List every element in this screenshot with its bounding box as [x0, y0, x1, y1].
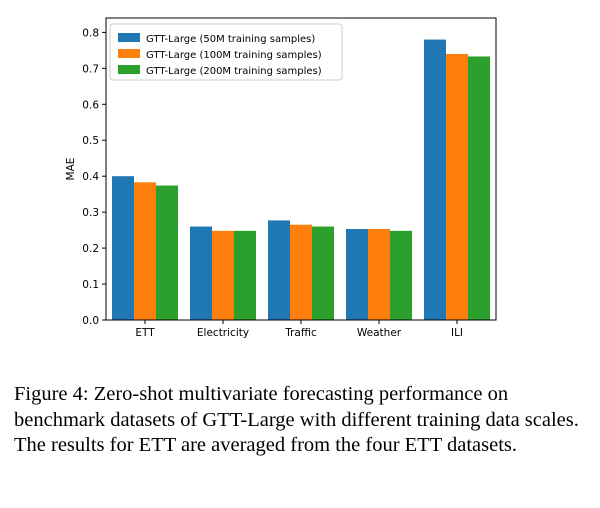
y-tick-label: 0.4 — [82, 171, 99, 183]
bar-weather-series-3 — [390, 230, 412, 320]
bar-traffic-series-3 — [312, 226, 334, 320]
bar-ett-series-1 — [112, 176, 134, 320]
y-tick-label: 0.3 — [82, 207, 99, 219]
bars-group — [112, 39, 490, 320]
bar-ili-series-2 — [446, 53, 468, 320]
y-tick-label: 0.8 — [82, 27, 99, 39]
bar-weather-series-1 — [346, 229, 368, 320]
bar-electricity-series-1 — [190, 226, 212, 320]
legend-swatch — [118, 65, 140, 74]
x-tick-label: Traffic — [284, 327, 317, 339]
y-tick-label: 0.0 — [82, 315, 99, 327]
bar-ett-series-3 — [156, 185, 178, 320]
legend-entry-label: GTT-Large (200M training samples) — [146, 66, 322, 77]
x-tick-label: Weather — [357, 327, 402, 339]
legend: GTT-Large (50M training samples) GTT-Larg… — [109, 23, 343, 81]
y-tick-label: 0.2 — [82, 243, 99, 255]
bar-ili-series-3 — [468, 56, 490, 320]
legend-entry-label: GTT-Large (50M training samples) — [146, 34, 315, 45]
bar-ett-series-2 — [134, 182, 156, 320]
legend-box — [109, 23, 343, 81]
figure-caption: Figure 4: Zero-shot multivariate forecas… — [14, 383, 579, 456]
bar-ili-series-1 — [424, 39, 446, 320]
axes-group: 0.0 0.1 0.2 0.3 0.4 0.5 0.6 0.7 0.8 ETT Electricit… — [65, 17, 497, 339]
x-tick-label: ETT — [135, 327, 155, 339]
y-tick-label: 0.1 — [82, 279, 99, 291]
bar-electricity-series-2 — [212, 230, 234, 320]
y-tick-label: 0.6 — [82, 99, 99, 111]
legend-entry-label: GTT-Large (100M training samples) — [146, 50, 322, 61]
legend-swatch — [118, 33, 140, 42]
y-axis-label: MAE — [65, 158, 77, 181]
bar-traffic-series-2 — [290, 224, 312, 320]
bar-traffic-series-1 — [268, 220, 290, 320]
y-tick-label: 0.7 — [82, 63, 99, 75]
y-tick-label: 0.5 — [82, 135, 99, 147]
bar-chart: 0.0 0.1 0.2 0.3 0.4 0.5 0.6 0.7 0.8 ETT Electricit… — [65, 17, 497, 339]
bar-weather-series-2 — [368, 229, 390, 320]
bar-electricity-series-3 — [234, 230, 256, 320]
x-tick-label: Electricity — [197, 327, 249, 339]
x-tick-label: ILI — [451, 327, 463, 339]
legend-swatch — [118, 49, 140, 58]
